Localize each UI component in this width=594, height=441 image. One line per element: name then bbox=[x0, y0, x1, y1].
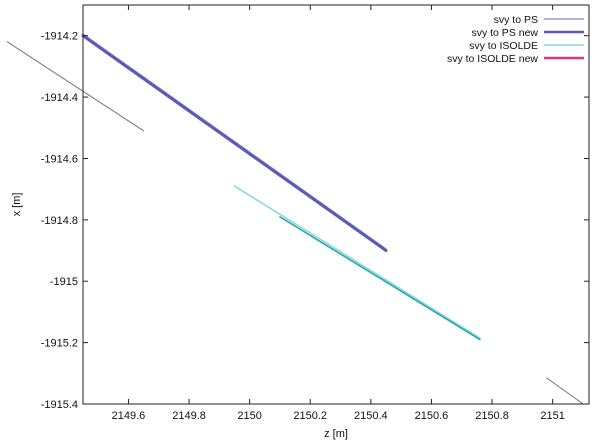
plot-frame bbox=[82, 4, 590, 405]
y-tick-label: -1914.8 bbox=[41, 215, 78, 227]
legend-label: svy to ISOLDE bbox=[469, 40, 538, 52]
series-line-6 bbox=[546, 377, 585, 404]
series-line-4 bbox=[279, 215, 481, 341]
series-line-1 bbox=[81, 34, 388, 253]
plot-border bbox=[82, 4, 590, 405]
x-axis-label: z [m] bbox=[324, 428, 348, 440]
legend-label: svy to PS new bbox=[471, 27, 538, 39]
x-tick-label: 2150 bbox=[237, 410, 261, 422]
x-tick-label: 2149.6 bbox=[112, 410, 146, 422]
x-tick-label: 2150.8 bbox=[475, 410, 509, 422]
y-tick-label: -1915.4 bbox=[41, 399, 78, 411]
y-tick-label: -1915.2 bbox=[41, 338, 78, 350]
x-tick-label: 2150.2 bbox=[293, 410, 327, 422]
y-tick-label: -1915 bbox=[50, 276, 78, 288]
legend-label: svy to ISOLDE new bbox=[447, 53, 538, 65]
y-tick-label: -1914.4 bbox=[41, 92, 78, 104]
x-tick-label: 2150.4 bbox=[354, 410, 388, 422]
axis-ticks: 2149.6 2149.8 2150 2150.2 2150.4 2150.6 2150.8… bbox=[41, 5, 589, 422]
series-line-2 bbox=[233, 185, 481, 339]
x-tick-label: 2150.6 bbox=[415, 410, 449, 422]
legend-label: svy to PS bbox=[494, 14, 538, 26]
x-tick-label: 2149.8 bbox=[172, 410, 206, 422]
x-tick-label: 2151 bbox=[540, 410, 564, 422]
y-tick-label: -1914.6 bbox=[41, 153, 78, 165]
y-axis-label: x [m] bbox=[11, 193, 23, 217]
series-lines bbox=[6, 33, 585, 404]
y-tick-label: -1914.2 bbox=[41, 31, 78, 43]
series-line-5 bbox=[6, 41, 145, 132]
